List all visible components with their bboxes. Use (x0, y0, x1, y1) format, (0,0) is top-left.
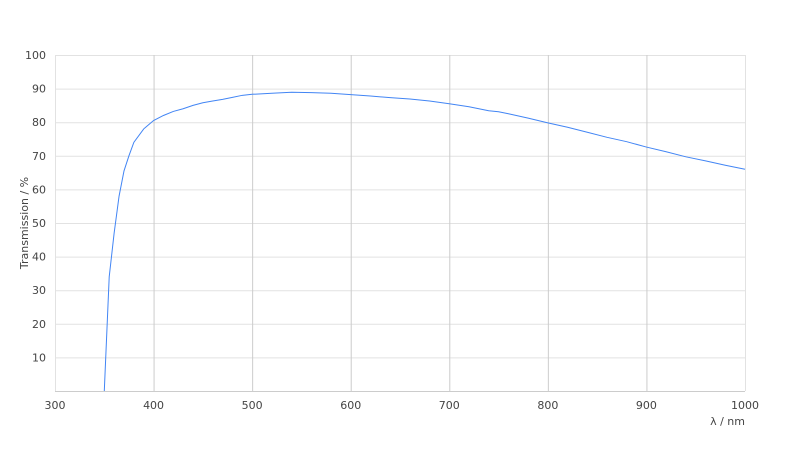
series-line (103, 91, 746, 392)
grid (55, 55, 746, 392)
x-tick-label: 300 (45, 399, 66, 412)
y-tick-label: 20 (32, 318, 46, 331)
x-tick-label: 600 (340, 399, 361, 412)
x-tick-label: 900 (636, 399, 657, 412)
x-tick-label: 1000 (731, 399, 759, 412)
y-tick-label: 30 (32, 284, 46, 297)
y-tick-label: 50 (32, 217, 46, 230)
x-tick-label: 500 (242, 399, 263, 412)
y-tick-label: 10 (32, 351, 46, 364)
y-axis-label: Transmission / % (18, 177, 31, 270)
x-tick-label: 700 (439, 399, 460, 412)
y-tick-label: 40 (32, 251, 46, 264)
x-tick-label: 400 (143, 399, 164, 412)
tick-labels: 10 20 30 40 50 60 70 80 90 100 300 400 500 600 700 800 9… (25, 49, 759, 412)
y-tick-label: 70 (32, 150, 46, 163)
y-tick-label: 90 (32, 83, 46, 96)
y-tick-label: 100 (25, 49, 46, 62)
x-axis-label: λ / nm (710, 415, 745, 428)
y-tick-label: 80 (32, 116, 46, 129)
y-tick-label: 60 (32, 183, 46, 196)
x-tick-label: 800 (537, 399, 558, 412)
